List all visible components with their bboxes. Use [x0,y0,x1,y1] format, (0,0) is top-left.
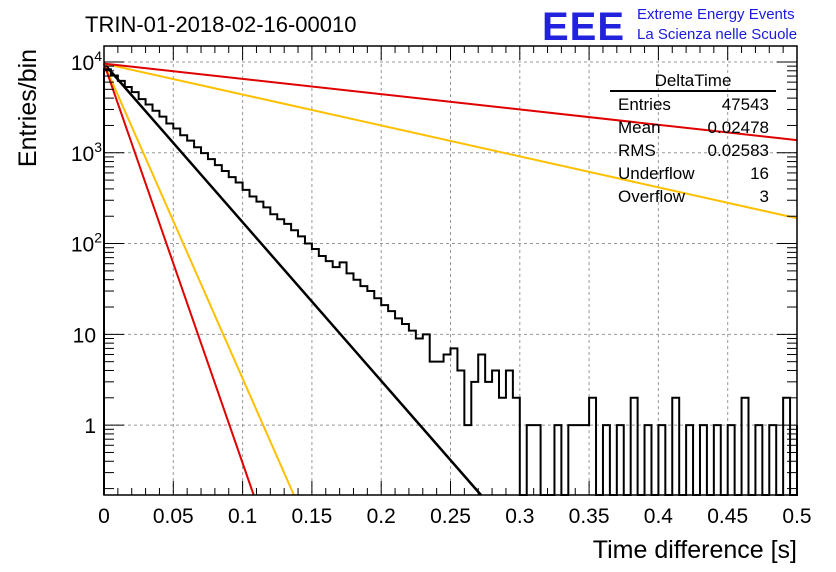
logo-line-1: Extreme Energy Events [637,6,795,23]
y-tick-label: 10 [73,324,96,347]
stats-value-overflow: 3 [760,187,769,206]
chart-title: TRIN-01-2018-02-16-00010 [85,12,357,37]
stats-label-entries: Entries [618,95,671,114]
y-tick-label: 104 [71,48,102,75]
stats-value-mean: 0.02478 [708,118,769,137]
x-tick-label: 0.2 [367,505,396,528]
x-tick-label: 0.05 [153,505,194,528]
stats-label-underflow: Underflow [618,164,695,183]
stats-value-rms: 0.02583 [708,141,769,160]
band-line-1 [104,64,294,495]
eee-logo: EEE [542,5,625,49]
x-tick-label: 0.5 [782,505,811,528]
y-tick-label: 103 [71,139,102,166]
fit-line [104,64,481,495]
stats-label-mean: Mean [618,118,661,137]
stats-title: DeltaTime [655,71,732,90]
x-axis-label: Time difference [s] [593,536,797,564]
x-tick-label: 0.45 [707,505,748,528]
y-tick-label: 1 [84,415,96,438]
x-tick-label: 0.35 [569,505,610,528]
x-tick-label: 0.4 [644,505,674,528]
x-tick-label: 0 [98,505,110,528]
stats-label-rms: RMS [618,141,656,160]
x-tick-label: 0.1 [228,505,257,528]
stats-box: DeltaTime Entries 47543 Mean 0.02478 RMS… [610,71,776,206]
chart-stage: 0 0.05 0.1 0.15 0.2 0.25 0.3 0.35 0.4 0.45 0.5 1 10 1… [0,0,836,572]
x-tick-label: 0.15 [291,505,332,528]
stats-label-overflow: Overflow [618,187,686,206]
y-tick-label: 102 [71,230,102,257]
x-tick-label: 0.25 [430,505,471,528]
stats-value-underflow: 16 [750,164,769,183]
stats-value-entries: 47543 [722,95,769,114]
chart-svg: 0 0.05 0.1 0.15 0.2 0.25 0.3 0.35 0.4 0.45 0.5 1 10 1… [0,0,836,572]
y-axis-label: Entries/bin [14,49,42,167]
logo-line-2: La Scienza nelle Scuole [637,26,797,43]
x-tick-label: 0.3 [505,505,534,528]
